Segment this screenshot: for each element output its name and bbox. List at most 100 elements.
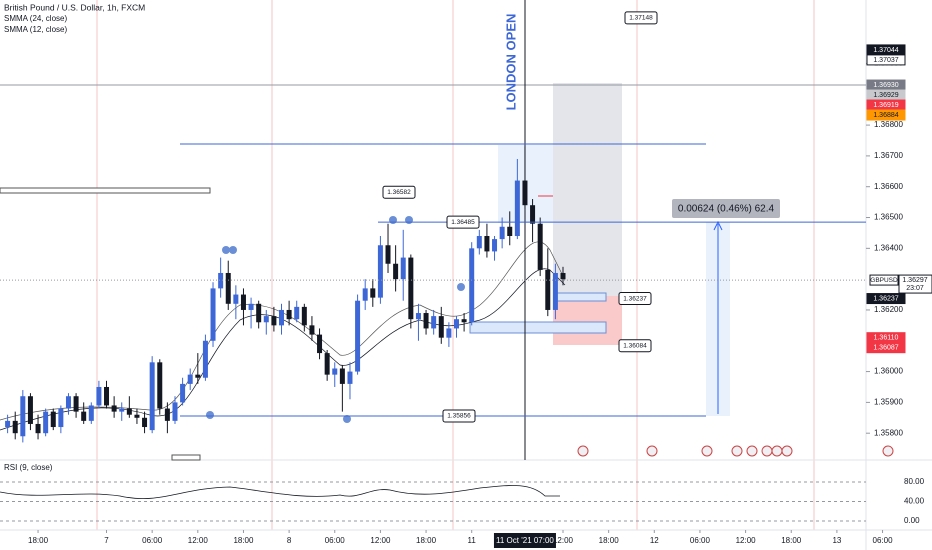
measure-box (672, 199, 780, 218)
rsi-tick-label: 0.00 (904, 516, 920, 525)
x-tick-label: 11 (468, 536, 477, 545)
axis-price-label: 1.36884 (873, 112, 898, 119)
candle-body (294, 306, 300, 320)
rsi-tick-label: 40.00 (904, 497, 925, 506)
price-label-box (446, 215, 480, 229)
candle-body (195, 374, 201, 378)
x-tick-label: 18:00 (233, 536, 254, 545)
y-tick-label: 1.35900 (874, 397, 903, 406)
candle-body (400, 257, 406, 280)
rsi-line (0, 485, 560, 499)
event-icons (577, 445, 894, 457)
symbol-box (869, 274, 899, 286)
candle-body (111, 405, 117, 412)
x-tick-label: 12 (650, 536, 659, 545)
indicator-label: SMMA (12, close) (4, 25, 67, 34)
last-price-box (898, 274, 932, 294)
candle-body (286, 309, 292, 320)
candle-body (240, 294, 246, 310)
candle-body (5, 420, 11, 428)
x-tick-label: 06:00 (325, 536, 346, 545)
candle-body (202, 340, 208, 378)
axis-price-label: 1.36237 (873, 295, 898, 302)
x-tick-label: 13 (832, 536, 841, 545)
price-label: 1.36485 (451, 219, 475, 226)
y-tick-label: 1.36400 (874, 243, 903, 252)
candle-body (347, 371, 353, 384)
candle-body (317, 334, 323, 354)
candle-body (431, 316, 437, 329)
price-label-box (382, 185, 416, 199)
axis-price-label: 1.37037 (873, 57, 898, 64)
candle-body (225, 272, 231, 304)
candle-body (377, 245, 383, 298)
candle-body (27, 396, 33, 424)
candle-body (256, 303, 262, 323)
position-target (553, 83, 622, 296)
y-tick-label: 1.36700 (874, 151, 903, 160)
price-label: 1.37148 (629, 15, 653, 22)
axis-price-label: 1.36929 (873, 92, 898, 99)
axis-price-box (866, 54, 906, 66)
price-label-box (618, 292, 652, 306)
price-label: 1.36237 (623, 295, 647, 302)
candle-body (362, 288, 368, 301)
range-box (171, 454, 201, 461)
candle-body (415, 313, 421, 320)
candle-body (172, 402, 178, 421)
countdown-label: 23:07 (906, 285, 924, 292)
candle-body (339, 368, 345, 384)
candle-body (65, 396, 71, 409)
candle-body (530, 205, 536, 224)
x-tick-label: 18:00 (781, 536, 802, 545)
measure-label: 0.00624 (0.46%) 62.4 (678, 204, 775, 215)
candle-body (499, 226, 505, 240)
candle-body (119, 408, 125, 412)
candle-body (522, 180, 528, 206)
candle-body (20, 396, 26, 437)
candle-body (88, 405, 94, 421)
candle-body (484, 236, 490, 252)
day-separators (96, 0, 815, 530)
candle-body (271, 316, 277, 326)
axis-price-box (866, 109, 906, 121)
candle-body (469, 248, 475, 323)
candle-body (218, 272, 224, 289)
axis-price-label: 1.37044 (873, 47, 898, 54)
price-label: 1.35856 (447, 413, 471, 420)
candle-body (142, 417, 148, 428)
y-tick-label: 1.35800 (874, 428, 903, 437)
axis-price-box (866, 342, 906, 354)
candle-body (492, 239, 498, 252)
candle-body (43, 411, 49, 434)
candle-body (423, 313, 429, 329)
candle-body (453, 319, 459, 329)
candle-body (263, 316, 269, 323)
axis-price-label: 1.36919 (873, 102, 898, 109)
axis-price-label: 1.36087 (873, 345, 898, 352)
price-label-box (618, 339, 652, 353)
zone-box (555, 292, 607, 302)
candle-body (233, 294, 239, 304)
candle-body (514, 180, 520, 237)
candle-body (248, 303, 254, 310)
x-tick-label: 12:00 (370, 536, 391, 545)
candle-body (560, 272, 566, 280)
price-label: 1.36582 (387, 189, 411, 196)
candle-body (324, 353, 330, 375)
candle-body (279, 309, 285, 326)
price-label: 1.36084 (623, 342, 647, 349)
candle-body (180, 383, 186, 403)
y-tick-label: 1.36200 (874, 305, 903, 314)
axis-price-box (866, 293, 906, 305)
candle-body (164, 408, 170, 421)
x-tick-label: 18:00 (416, 536, 437, 545)
candle-body (210, 288, 216, 341)
candle-body (96, 386, 102, 406)
candle-body (309, 325, 315, 335)
candle-body (73, 396, 79, 412)
x-tick-label: 7 (104, 536, 109, 545)
session-label: LONDON OPEN (503, 14, 518, 111)
